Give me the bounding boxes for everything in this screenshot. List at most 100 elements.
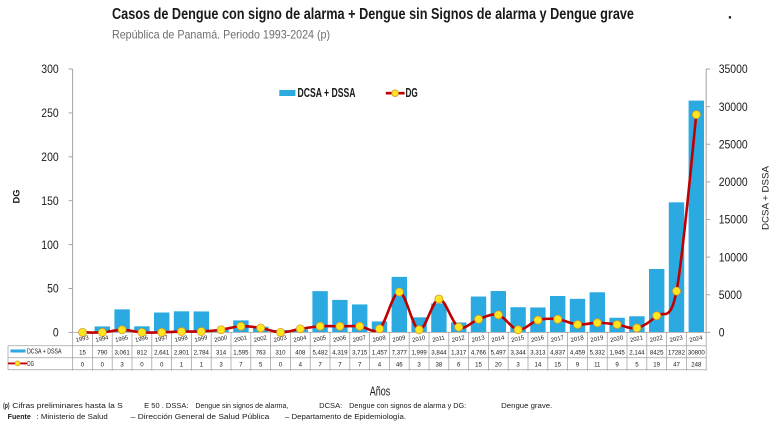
svg-text:: Ministerio de Salud: : Ministerio de Salud (37, 414, 108, 421)
svg-text:38: 38 (436, 361, 443, 368)
svg-text:2019: 2019 (590, 335, 604, 344)
svg-text:2022: 2022 (649, 335, 663, 344)
svg-text:15: 15 (79, 350, 86, 357)
svg-text:4: 4 (299, 361, 303, 368)
svg-text:2,641: 2,641 (154, 350, 170, 357)
svg-text:DCSA:: DCSA: (319, 403, 342, 410)
svg-text:3: 3 (417, 361, 421, 368)
svg-text:46: 46 (396, 361, 403, 368)
svg-text:5: 5 (259, 361, 263, 368)
svg-text:2,144: 2,144 (629, 350, 645, 357)
svg-text:1,999: 1,999 (411, 350, 427, 357)
svg-text:7: 7 (338, 361, 342, 368)
svg-text:1,317: 1,317 (451, 350, 467, 357)
svg-text:3,715: 3,715 (352, 350, 368, 357)
svg-text:7: 7 (318, 361, 322, 368)
svg-text:Casos de Dengue con signo de a: Casos de Dengue con signo de alarma + De… (112, 6, 634, 23)
svg-text:Dengue sin signos de alarma,: Dengue sin signos de alarma, (195, 403, 288, 410)
svg-text:408: 408 (295, 350, 306, 357)
svg-text:3,844: 3,844 (431, 350, 447, 357)
svg-text:2007: 2007 (352, 335, 366, 344)
svg-text:DG: DG (406, 86, 418, 100)
svg-text:2004: 2004 (293, 335, 308, 344)
svg-text:30000: 30000 (719, 101, 748, 114)
svg-text:5,332: 5,332 (590, 350, 606, 357)
svg-text:2010: 2010 (412, 335, 427, 344)
svg-text:9: 9 (615, 361, 619, 368)
svg-text:5: 5 (635, 361, 639, 368)
svg-text:Dengue grave.: Dengue grave. (501, 403, 552, 410)
svg-text:3: 3 (120, 361, 124, 368)
svg-text:2020: 2020 (610, 335, 625, 344)
svg-text:2003: 2003 (273, 335, 288, 344)
svg-text:2013: 2013 (471, 335, 486, 344)
svg-text:812: 812 (137, 350, 148, 357)
svg-text:763: 763 (256, 350, 267, 357)
svg-text:2,801: 2,801 (174, 350, 190, 357)
svg-text:1: 1 (200, 361, 204, 368)
svg-text:200: 200 (41, 151, 58, 164)
svg-text:250: 250 (41, 107, 58, 120)
svg-text:1994: 1994 (95, 335, 110, 344)
svg-text:1993: 1993 (75, 335, 90, 344)
svg-text:4: 4 (378, 361, 382, 368)
svg-text:10000: 10000 (719, 251, 748, 264)
svg-text:1999: 1999 (194, 335, 208, 344)
svg-text:2001: 2001 (234, 335, 248, 344)
svg-text:0: 0 (53, 327, 59, 340)
svg-text:20000: 20000 (719, 176, 748, 189)
svg-text:3: 3 (516, 361, 520, 368)
svg-text:35000: 35000 (719, 63, 748, 76)
svg-text:1,457: 1,457 (372, 350, 388, 357)
svg-text:– Departamento de Epidemiologí: – Departamento de Epidemiología. (285, 414, 406, 421)
svg-text:300: 300 (41, 63, 58, 76)
svg-text:2014: 2014 (491, 335, 506, 344)
svg-text:7: 7 (239, 361, 243, 368)
svg-text:República de Panamá. Periodo 1: República de Panamá. Periodo 1993-2024 (… (112, 27, 330, 41)
svg-text:2009: 2009 (392, 335, 406, 344)
svg-text:2016: 2016 (531, 335, 546, 344)
svg-text:19: 19 (653, 361, 660, 368)
svg-text:2011: 2011 (432, 335, 446, 344)
svg-text:DG: DG (12, 190, 22, 204)
svg-text:0: 0 (101, 361, 105, 368)
svg-text:2000: 2000 (214, 335, 229, 344)
svg-text:3,313: 3,313 (530, 350, 546, 357)
svg-text:17282: 17282 (668, 350, 686, 357)
svg-text:E 50 . DSSA:: E 50 . DSSA: (144, 403, 188, 410)
svg-text:1995: 1995 (115, 335, 130, 344)
svg-text:Dengue con signos de alarma y: Dengue con signos de alarma y DG: (349, 403, 466, 410)
svg-text:314: 314 (216, 350, 227, 357)
svg-text:2024: 2024 (689, 335, 704, 344)
svg-text:15: 15 (475, 361, 482, 368)
svg-text:4,459: 4,459 (570, 350, 586, 357)
svg-text:1998: 1998 (174, 335, 189, 344)
svg-text:30800: 30800 (688, 350, 706, 357)
svg-text:2005: 2005 (313, 335, 328, 344)
svg-text:150: 150 (41, 195, 58, 208)
svg-text:DCSA + DSSA: DCSA + DSSA (27, 349, 62, 356)
svg-text:100: 100 (41, 239, 58, 252)
svg-text:DCSA + DSSA: DCSA + DSSA (298, 86, 356, 100)
svg-text:.: . (728, 5, 732, 22)
svg-text:4,766: 4,766 (471, 350, 487, 357)
svg-text:2002: 2002 (253, 335, 267, 344)
svg-text:0: 0 (81, 361, 85, 368)
svg-text:– Dirección General de Salud P: – Dirección General de Salud Pública (131, 414, 270, 421)
svg-text:4,319: 4,319 (332, 350, 348, 357)
svg-text:1,595: 1,595 (233, 350, 249, 357)
svg-text:2008: 2008 (372, 335, 387, 344)
svg-text:47: 47 (673, 361, 680, 368)
svg-text:4,837: 4,837 (550, 350, 566, 357)
svg-text:0: 0 (140, 361, 144, 368)
svg-text:248: 248 (691, 361, 702, 368)
svg-text:2012: 2012 (451, 335, 465, 344)
svg-text:15000: 15000 (719, 214, 748, 227)
svg-text:(p): (p) (3, 403, 10, 410)
svg-text:20: 20 (495, 361, 502, 368)
svg-text:7: 7 (358, 361, 362, 368)
svg-text:1996: 1996 (135, 335, 150, 344)
svg-text:2021: 2021 (630, 335, 644, 344)
svg-text:790: 790 (97, 350, 108, 357)
svg-text:1,945: 1,945 (609, 350, 625, 357)
